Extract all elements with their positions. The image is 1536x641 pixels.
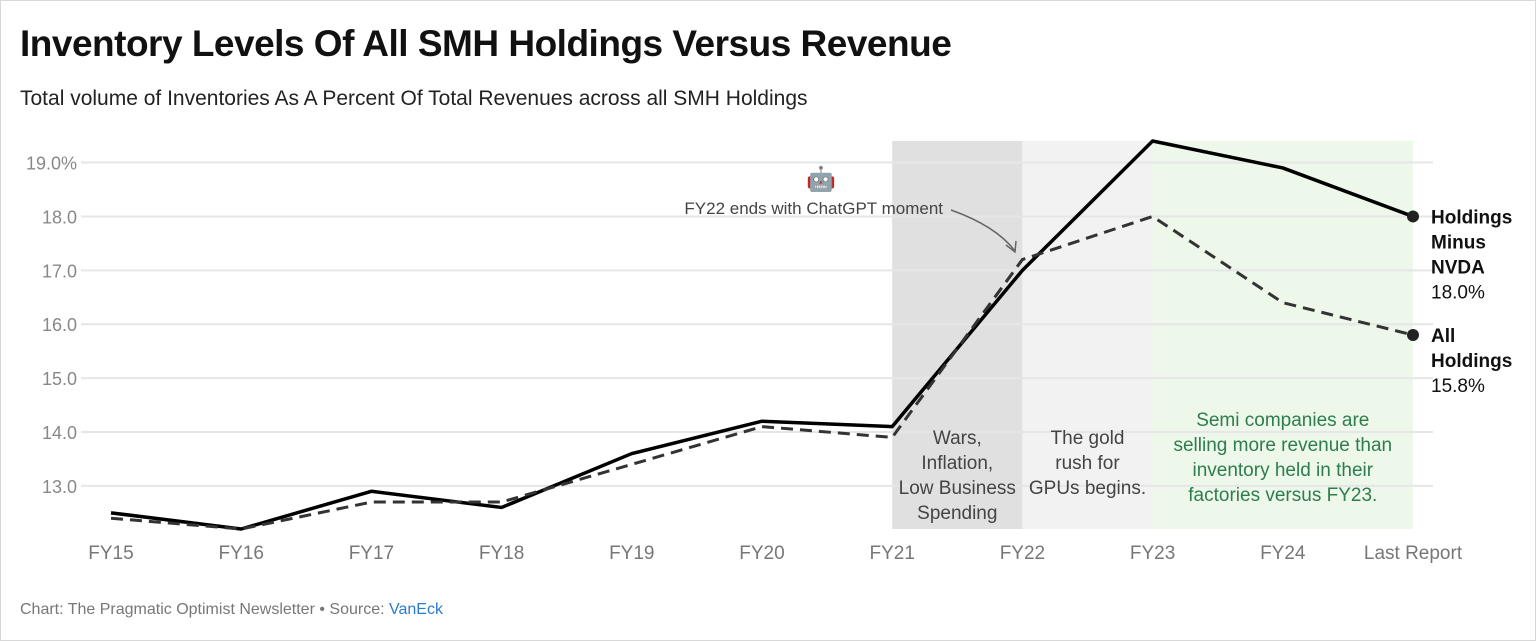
series-end-value: 15.8% (1431, 376, 1485, 397)
highlight-band (892, 141, 1023, 529)
chart-footer: Chart: The Pragmatic Optimist Newsletter… (20, 601, 443, 619)
y-tick-label: 15.0 (42, 369, 77, 389)
series-end-label: Minus (1431, 232, 1486, 253)
band-annotation: selling more revenue than (1173, 435, 1392, 456)
annotation-arrow (950, 209, 1016, 252)
footer-credit: Chart: The Pragmatic Optimist Newsletter… (20, 601, 389, 618)
x-tick-label: FY18 (479, 543, 524, 564)
band-annotation: inventory held in their (1192, 460, 1373, 481)
y-tick-label: 19.0% (26, 154, 77, 174)
band-annotation: rush for (1055, 453, 1120, 474)
annotation-text: FY22 ends with ChatGPT moment (684, 199, 943, 218)
chart-subtitle: Total volume of Inventories As A Percent… (20, 87, 808, 110)
band-annotation: The gold (1051, 428, 1125, 449)
x-tick-label: FY21 (869, 543, 914, 564)
x-tick-label: FY17 (349, 543, 394, 564)
robot-icon: 🤖 (806, 165, 836, 193)
x-tick-label: FY16 (218, 543, 263, 564)
band-annotation: Low Business (899, 478, 1016, 499)
series-end-label: Holdings (1431, 351, 1512, 372)
x-tick-label: FY23 (1130, 543, 1175, 564)
y-tick-label: 14.0 (42, 423, 77, 443)
x-tick-label: Last Report (1364, 543, 1463, 564)
y-tick-label: 18.0 (42, 207, 77, 227)
band-annotation: Wars, (933, 428, 982, 449)
y-tick-label: 13.0 (42, 477, 77, 497)
series-end-label: Holdings (1431, 207, 1512, 228)
source-link[interactable]: VanEck (388, 601, 443, 618)
series-end-label: All (1431, 326, 1455, 347)
band-annotation: Spending (917, 503, 997, 524)
x-tick-label: FY15 (88, 543, 133, 564)
band-annotation: factories versus FY23. (1188, 485, 1377, 506)
x-tick-label: FY22 (1000, 543, 1045, 564)
series-line-all-holdings (110, 214, 1414, 531)
band-annotation: Inflation, (921, 453, 993, 474)
y-tick-label: 17.0 (42, 261, 77, 281)
series-end-point (1407, 210, 1419, 223)
band-annotation: GPUs begins. (1029, 478, 1146, 499)
series-end-value: 18.0% (1431, 282, 1485, 303)
series-end-label: NVDA (1431, 257, 1485, 278)
x-tick-label: FY19 (609, 543, 654, 564)
x-tick-label: FY20 (739, 543, 784, 564)
x-tick-label: FY24 (1260, 543, 1306, 564)
highlight-band (1152, 141, 1413, 529)
y-tick-label: 16.0 (42, 315, 77, 335)
series-line-holdings-minus-nvda (110, 139, 1414, 531)
arrowhead-icon (1005, 240, 1017, 254)
series-end-point (1407, 329, 1419, 341)
band-annotation: Semi companies are (1196, 410, 1369, 431)
chart-title: Inventory Levels Of All SMH Holdings Ver… (20, 23, 952, 64)
